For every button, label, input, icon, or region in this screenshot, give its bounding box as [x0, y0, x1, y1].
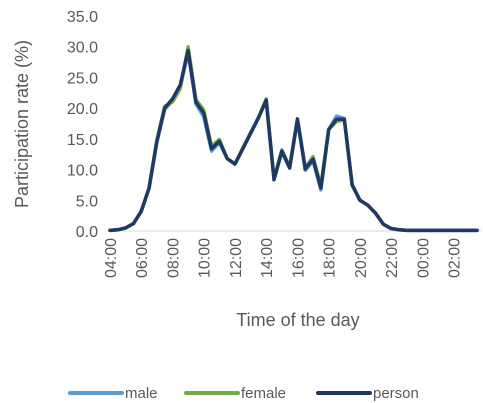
x-axis-ticks: 04:00 06:00 08:00 10:00 12:00 14:00 16:00 18:00…	[103, 238, 464, 278]
legend: male female person	[68, 385, 419, 402]
y-tick-label: 25.0	[67, 70, 98, 87]
x-tick-label: 20:00	[353, 238, 370, 278]
x-tick-label: 10:00	[197, 238, 214, 278]
y-tick-label: 10.0	[67, 163, 98, 180]
x-tick-label: 00:00	[415, 238, 432, 278]
y-axis-title: Participation rate (%)	[12, 40, 32, 208]
series-lines	[108, 44, 479, 233]
x-tick-label: 06:00	[134, 238, 151, 278]
y-tick-label: 30.0	[67, 40, 98, 57]
x-tick-label: 08:00	[165, 238, 182, 278]
y-tick-label: 5.0	[76, 193, 98, 210]
series-line-person	[108, 48, 479, 233]
x-tick-label: 18:00	[322, 238, 339, 278]
y-axis-ticks: 0.0 5.0 10.0 15.0 20.0 25.0 30.0 35.0	[67, 9, 98, 241]
legend-label-person: person	[373, 385, 419, 402]
x-tick-label: 14:00	[259, 238, 276, 278]
y-tick-label: 35.0	[67, 9, 98, 26]
x-tick-label: 16:00	[290, 238, 307, 278]
y-tick-label: 15.0	[67, 132, 98, 149]
legend-label-male: male	[125, 385, 158, 402]
x-tick-label: 04:00	[103, 238, 120, 278]
legend-label-female: female	[241, 385, 286, 402]
x-axis-title: Time of the day	[236, 310, 359, 330]
x-tick-label: 12:00	[228, 238, 245, 278]
x-tick-label: 22:00	[384, 238, 401, 278]
y-tick-label: 20.0	[67, 101, 98, 118]
x-tick-label: 02:00	[447, 238, 464, 278]
y-tick-label: 0.0	[76, 224, 98, 241]
